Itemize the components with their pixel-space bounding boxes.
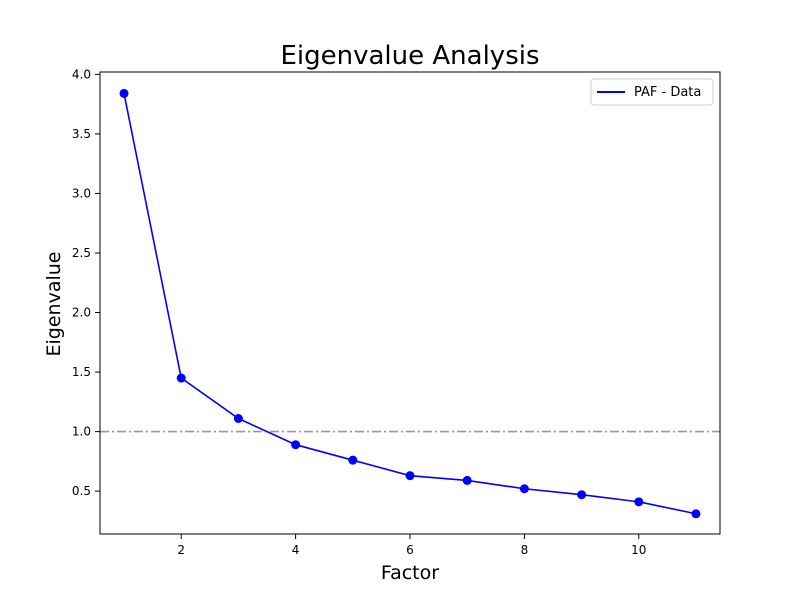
- data-point-2: [176, 373, 186, 383]
- data-point-8: [519, 484, 529, 494]
- data-point-4: [291, 440, 301, 450]
- y-tick-label-6: 3.5: [72, 127, 91, 141]
- series-line-0: [123, 93, 697, 515]
- y-tick-label-5: 3.0: [72, 186, 91, 200]
- y-axis-label: Eigenvalue: [43, 252, 65, 357]
- x-tick-label-8: 8: [521, 543, 529, 557]
- data-point-1: [119, 88, 129, 98]
- y-tick-label-1: 1.0: [72, 425, 91, 439]
- x-tick-label-4: 4: [292, 543, 300, 557]
- y-tick-label-2: 1.5: [72, 365, 91, 379]
- data-point-11: [691, 509, 701, 519]
- series-layer: [119, 88, 701, 519]
- legend-box: [590, 78, 714, 106]
- data-point-10: [634, 497, 644, 507]
- data-point-5: [348, 455, 358, 465]
- y-tick-label-4: 2.5: [72, 246, 91, 260]
- data-point-6: [405, 471, 415, 481]
- y-axis-ticks: 0.5 1.0 1.5 2.0 2.5 3.0 3.5 4.0: [72, 67, 100, 498]
- x-axis-ticks: 2 4 6 8 10: [177, 534, 646, 557]
- x-tick-label-2: 2: [177, 543, 185, 557]
- data-point-9: [577, 490, 587, 500]
- y-tick-label-7: 4.0: [72, 67, 91, 81]
- y-tick-label-0: 0.5: [72, 484, 91, 498]
- x-tick-label-10: 10: [631, 543, 646, 557]
- plot-frame: [99, 71, 721, 535]
- x-tick-label-6: 6: [406, 543, 414, 557]
- data-point-7: [462, 475, 472, 485]
- x-axis-label: Factor: [381, 562, 439, 584]
- legend-entry-paf-data: PAF - Data: [634, 85, 701, 100]
- data-point-3: [233, 414, 243, 423]
- y-tick-label-3: 2.0: [72, 306, 91, 320]
- legend: PAF - Data: [590, 78, 714, 106]
- chart-title: Eigenvalue Analysis: [280, 41, 539, 71]
